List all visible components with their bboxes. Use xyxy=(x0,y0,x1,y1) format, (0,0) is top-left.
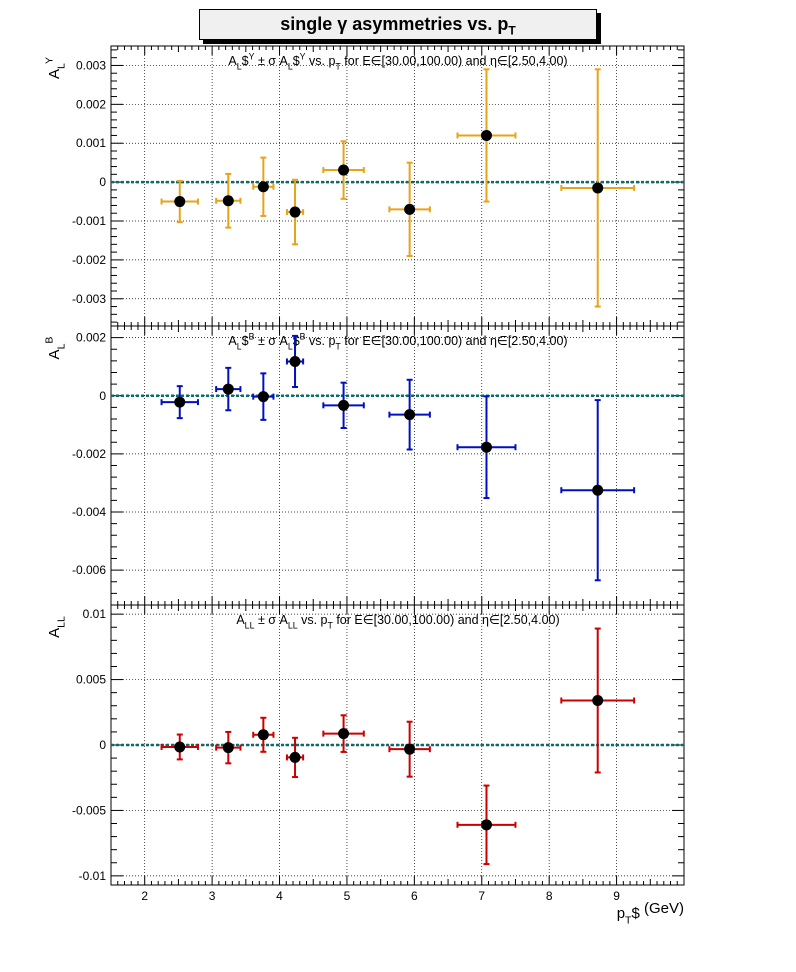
data-point xyxy=(215,366,242,412)
data-point xyxy=(285,178,305,246)
data-point xyxy=(285,736,305,779)
data-point xyxy=(322,714,365,753)
y-tick-label: 0 xyxy=(99,738,106,752)
point-marker xyxy=(222,383,234,395)
point-marker xyxy=(404,743,416,755)
point-marker xyxy=(338,728,350,740)
data-point xyxy=(388,161,431,257)
data-point xyxy=(560,627,636,774)
x-tick-label: 3 xyxy=(209,889,216,903)
panel-frame xyxy=(110,45,685,327)
point-marker xyxy=(592,484,604,496)
point-marker xyxy=(257,391,269,403)
point-marker xyxy=(592,695,604,707)
y-tick-label: 0.001 xyxy=(76,136,106,150)
point-marker xyxy=(222,742,234,754)
data-point xyxy=(322,381,365,430)
data-point xyxy=(215,172,242,229)
panel-annotation: AL$B ± σ AL$B vs. pT for E∈[30.00,100.00… xyxy=(228,331,567,351)
panel-frame xyxy=(110,325,685,606)
x-tick-label: 2 xyxy=(141,889,148,903)
y-tick-label: -0.003 xyxy=(72,292,106,306)
point-marker xyxy=(592,182,604,194)
data-point xyxy=(252,716,275,753)
x-axis-label: pT$ (GeV) xyxy=(617,900,684,927)
y-axis-label: ALY xyxy=(43,57,67,79)
x-tick-label: 6 xyxy=(411,889,418,903)
data-point xyxy=(285,334,305,389)
data-point xyxy=(388,720,431,778)
point-marker xyxy=(222,195,234,207)
y-tick-label: 0 xyxy=(99,389,106,403)
data-point xyxy=(560,399,636,582)
data-point xyxy=(388,378,431,451)
y-tick-label: -0.004 xyxy=(72,505,106,519)
data-point xyxy=(160,179,199,224)
panel-2: 0.002 0 -0.002 -0.004 -0.006 AL$B ± σ AL$B vs… xyxy=(43,325,685,606)
point-marker xyxy=(174,741,186,753)
data-point xyxy=(456,68,517,203)
y-tick-label: -0.006 xyxy=(72,563,106,577)
point-marker xyxy=(289,206,301,218)
y-tick-label: -0.005 xyxy=(72,803,106,817)
y-tick-label: 0.003 xyxy=(76,58,106,72)
point-marker xyxy=(404,409,416,421)
chart-title-main: single γ asymmetries vs. p xyxy=(280,14,509,34)
panel-1: 0.003 0.002 0.001 0 -0.001 -0.002 -0.003 AL$Y ±… xyxy=(43,45,685,327)
point-marker xyxy=(404,203,416,215)
point-marker xyxy=(174,196,186,208)
data-point xyxy=(322,140,365,200)
point-marker xyxy=(174,396,186,408)
y-tick-label: 0.002 xyxy=(76,331,106,345)
x-tick-label: 4 xyxy=(276,889,283,903)
point-marker xyxy=(257,729,269,741)
point-marker xyxy=(289,751,301,763)
panel-annotation: ALL ± σ ALL vs. pT for E∈[30.00,100.00) … xyxy=(236,613,559,630)
point-marker xyxy=(480,441,492,453)
chart-title-sub: T xyxy=(508,23,516,38)
data-point xyxy=(252,372,275,421)
x-tick-label: 8 xyxy=(546,889,553,903)
point-marker xyxy=(338,399,350,411)
data-point xyxy=(215,730,242,765)
data-point xyxy=(456,784,517,866)
y-axis-label: ALL xyxy=(46,616,67,638)
y-tick-label: 0 xyxy=(99,175,106,189)
y-tick-label: -0.001 xyxy=(72,214,106,228)
chart-title: single γ asymmetries vs. pT xyxy=(199,9,597,40)
data-point xyxy=(456,395,517,500)
y-tick-label: -0.01 xyxy=(79,869,107,883)
y-axis-label: ALB xyxy=(43,337,67,360)
panel-3: 0.01 0.005 0 -0.005 -0.01 ALL ± σ ALL vs. pT … xyxy=(46,604,685,903)
panel-annotation: AL$Y ± σ AL$Y vs. pT for E∈[30.00,100.00… xyxy=(228,51,567,71)
point-marker xyxy=(338,164,350,176)
data-point xyxy=(560,68,636,308)
y-tick-label: 0.01 xyxy=(83,607,107,621)
y-tick-label: -0.002 xyxy=(72,253,106,267)
data-point xyxy=(160,385,199,420)
x-tick-label: 9 xyxy=(613,889,620,903)
x-tick-label: 7 xyxy=(478,889,485,903)
point-marker xyxy=(480,129,492,141)
data-point xyxy=(160,733,199,761)
point-marker xyxy=(289,355,301,367)
x-tick-label: 5 xyxy=(344,889,351,903)
y-tick-label: 0.005 xyxy=(76,673,106,687)
point-marker xyxy=(480,819,492,831)
y-tick-label: -0.002 xyxy=(72,447,106,461)
point-marker xyxy=(257,181,269,193)
y-tick-label: 0.002 xyxy=(76,97,106,111)
data-point xyxy=(252,156,275,217)
